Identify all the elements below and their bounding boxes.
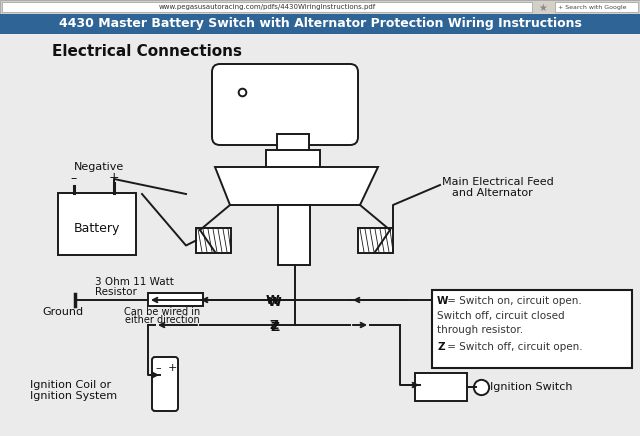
Text: either direction: either direction	[125, 315, 200, 325]
Text: = Switch on, circuit open.: = Switch on, circuit open.	[444, 296, 582, 306]
Text: Negative: Negative	[74, 162, 124, 172]
Bar	[266, 150, 320, 168]
Text: W: W	[265, 293, 279, 307]
Bar	[415, 373, 467, 401]
Text: Ignition System: Ignition System	[30, 391, 117, 401]
Text: Resistor: Resistor	[95, 287, 137, 297]
Bar	[555, 2, 638, 12]
Text: + Search with Google: + Search with Google	[558, 5, 627, 10]
Text: Ignition Switch: Ignition Switch	[490, 382, 573, 392]
Text: W: W	[268, 296, 282, 309]
Text: +: +	[109, 170, 119, 184]
Text: +: +	[167, 363, 177, 373]
Polygon shape	[215, 167, 378, 205]
Text: 3 Ohm 11 Watt: 3 Ohm 11 Watt	[95, 277, 174, 287]
Text: ★: ★	[539, 3, 547, 13]
Text: Ground: Ground	[42, 307, 83, 317]
Bar	[432, 290, 632, 368]
Bar	[196, 228, 231, 253]
Bar	[148, 293, 203, 306]
Bar	[278, 205, 310, 265]
Text: and Alternator: and Alternator	[452, 188, 532, 198]
Text: Ignition Coil or: Ignition Coil or	[30, 380, 111, 390]
Bar	[58, 193, 136, 255]
Bar	[0, 0, 640, 14]
Text: Can be wired in: Can be wired in	[124, 307, 200, 317]
Text: = Switch off, circuit open.: = Switch off, circuit open.	[444, 342, 582, 352]
Text: W: W	[437, 296, 449, 306]
Text: –: –	[71, 173, 77, 185]
Text: Z: Z	[437, 342, 445, 352]
FancyBboxPatch shape	[152, 357, 178, 411]
Text: Switch off, circuit closed: Switch off, circuit closed	[437, 311, 564, 321]
FancyBboxPatch shape	[212, 64, 358, 145]
Text: Electrical Connections: Electrical Connections	[52, 44, 242, 59]
Bar	[358, 228, 393, 253]
Text: www.pegasusautoracing.com/pdfs/4430WiringInstructions.pdf: www.pegasusautoracing.com/pdfs/4430Wirin…	[158, 4, 376, 10]
Text: Z: Z	[271, 320, 280, 334]
Text: Battery: Battery	[74, 221, 120, 235]
Text: through resistor.: through resistor.	[437, 325, 523, 335]
Bar	[277, 134, 309, 152]
Text: Main Electrical Feed: Main Electrical Feed	[442, 177, 554, 187]
Text: –: –	[155, 363, 161, 373]
Bar	[2, 2, 532, 12]
Bar	[0, 14, 640, 34]
Text: Z: Z	[270, 319, 279, 331]
Text: 4430 Master Battery Switch with Alternator Protection Wiring Instructions: 4430 Master Battery Switch with Alternat…	[59, 17, 581, 31]
